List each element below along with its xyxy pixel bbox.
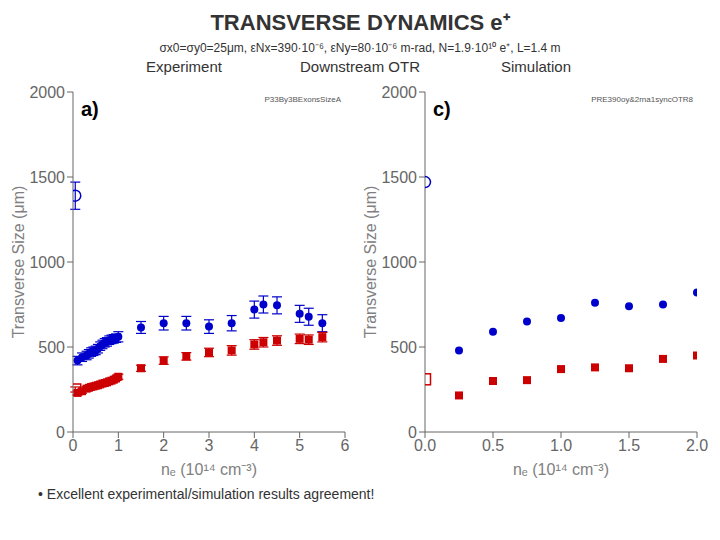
svg-text:0.5: 0.5 — [482, 437, 504, 454]
html-text:Simulation: Simulation — [501, 58, 571, 75]
svg-text:500: 500 — [38, 339, 65, 356]
svg-text:Transverse Size (μm): Transverse Size (μm) — [362, 186, 379, 339]
svg-text:4: 4 — [250, 437, 259, 454]
html-text:TRANSVERSE DYNAMICS e⁺: TRANSVERSE DYNAMICS e⁺ — [210, 10, 510, 35]
svg-text:3: 3 — [205, 437, 214, 454]
html-text:P33By3BExonsSizeA: P33By3BExonsSizeA — [264, 95, 341, 104]
html-text:a): a) — [81, 98, 99, 120]
svg-text:1500: 1500 — [381, 169, 417, 186]
svg-text:0: 0 — [56, 424, 65, 441]
svg-text:1000: 1000 — [381, 254, 417, 271]
svg-text:nₑ (10¹⁴ cm⁻³): nₑ (10¹⁴ cm⁻³) — [513, 461, 609, 478]
svg-text:Transverse Size (μm): Transverse Size (μm) — [10, 186, 27, 339]
svg-text:1.5: 1.5 — [618, 437, 640, 454]
svg-text:2000: 2000 — [29, 84, 65, 101]
svg-text:1500: 1500 — [29, 169, 65, 186]
html-text:σx0=σy0=25μm, εNx=390·10⁻⁶, εN: σx0=σy0=25μm, εNx=390·10⁻⁶, εNy=80·10⁻⁶ … — [159, 41, 561, 55]
svg-text:1000: 1000 — [29, 254, 65, 271]
html-text:Experiment: Experiment — [146, 58, 222, 75]
html-text:PRE390oy&2rna1syncOTR8: PRE390oy&2rna1syncOTR8 — [591, 95, 693, 104]
svg-text:0: 0 — [408, 424, 417, 441]
svg-text:2.0: 2.0 — [686, 437, 708, 454]
svg-text:0.0: 0.0 — [414, 437, 436, 454]
svg-text:500: 500 — [390, 339, 417, 356]
svg-text:2000: 2000 — [381, 84, 417, 101]
html-text:c): c) — [433, 98, 451, 120]
svg-text:5: 5 — [295, 437, 304, 454]
svg-text:1: 1 — [114, 437, 123, 454]
svg-text:2: 2 — [159, 437, 168, 454]
svg-text:1.0: 1.0 — [550, 437, 572, 454]
html-text:• Excellent experimental/simul: • Excellent experimental/simulation resu… — [38, 486, 375, 502]
svg-text:6: 6 — [341, 437, 350, 454]
html-text:Downstream OTR: Downstream OTR — [300, 58, 420, 75]
svg-text:0: 0 — [69, 437, 78, 454]
svg-text:nₑ (10¹⁴ cm⁻³): nₑ (10¹⁴ cm⁻³) — [161, 461, 257, 478]
